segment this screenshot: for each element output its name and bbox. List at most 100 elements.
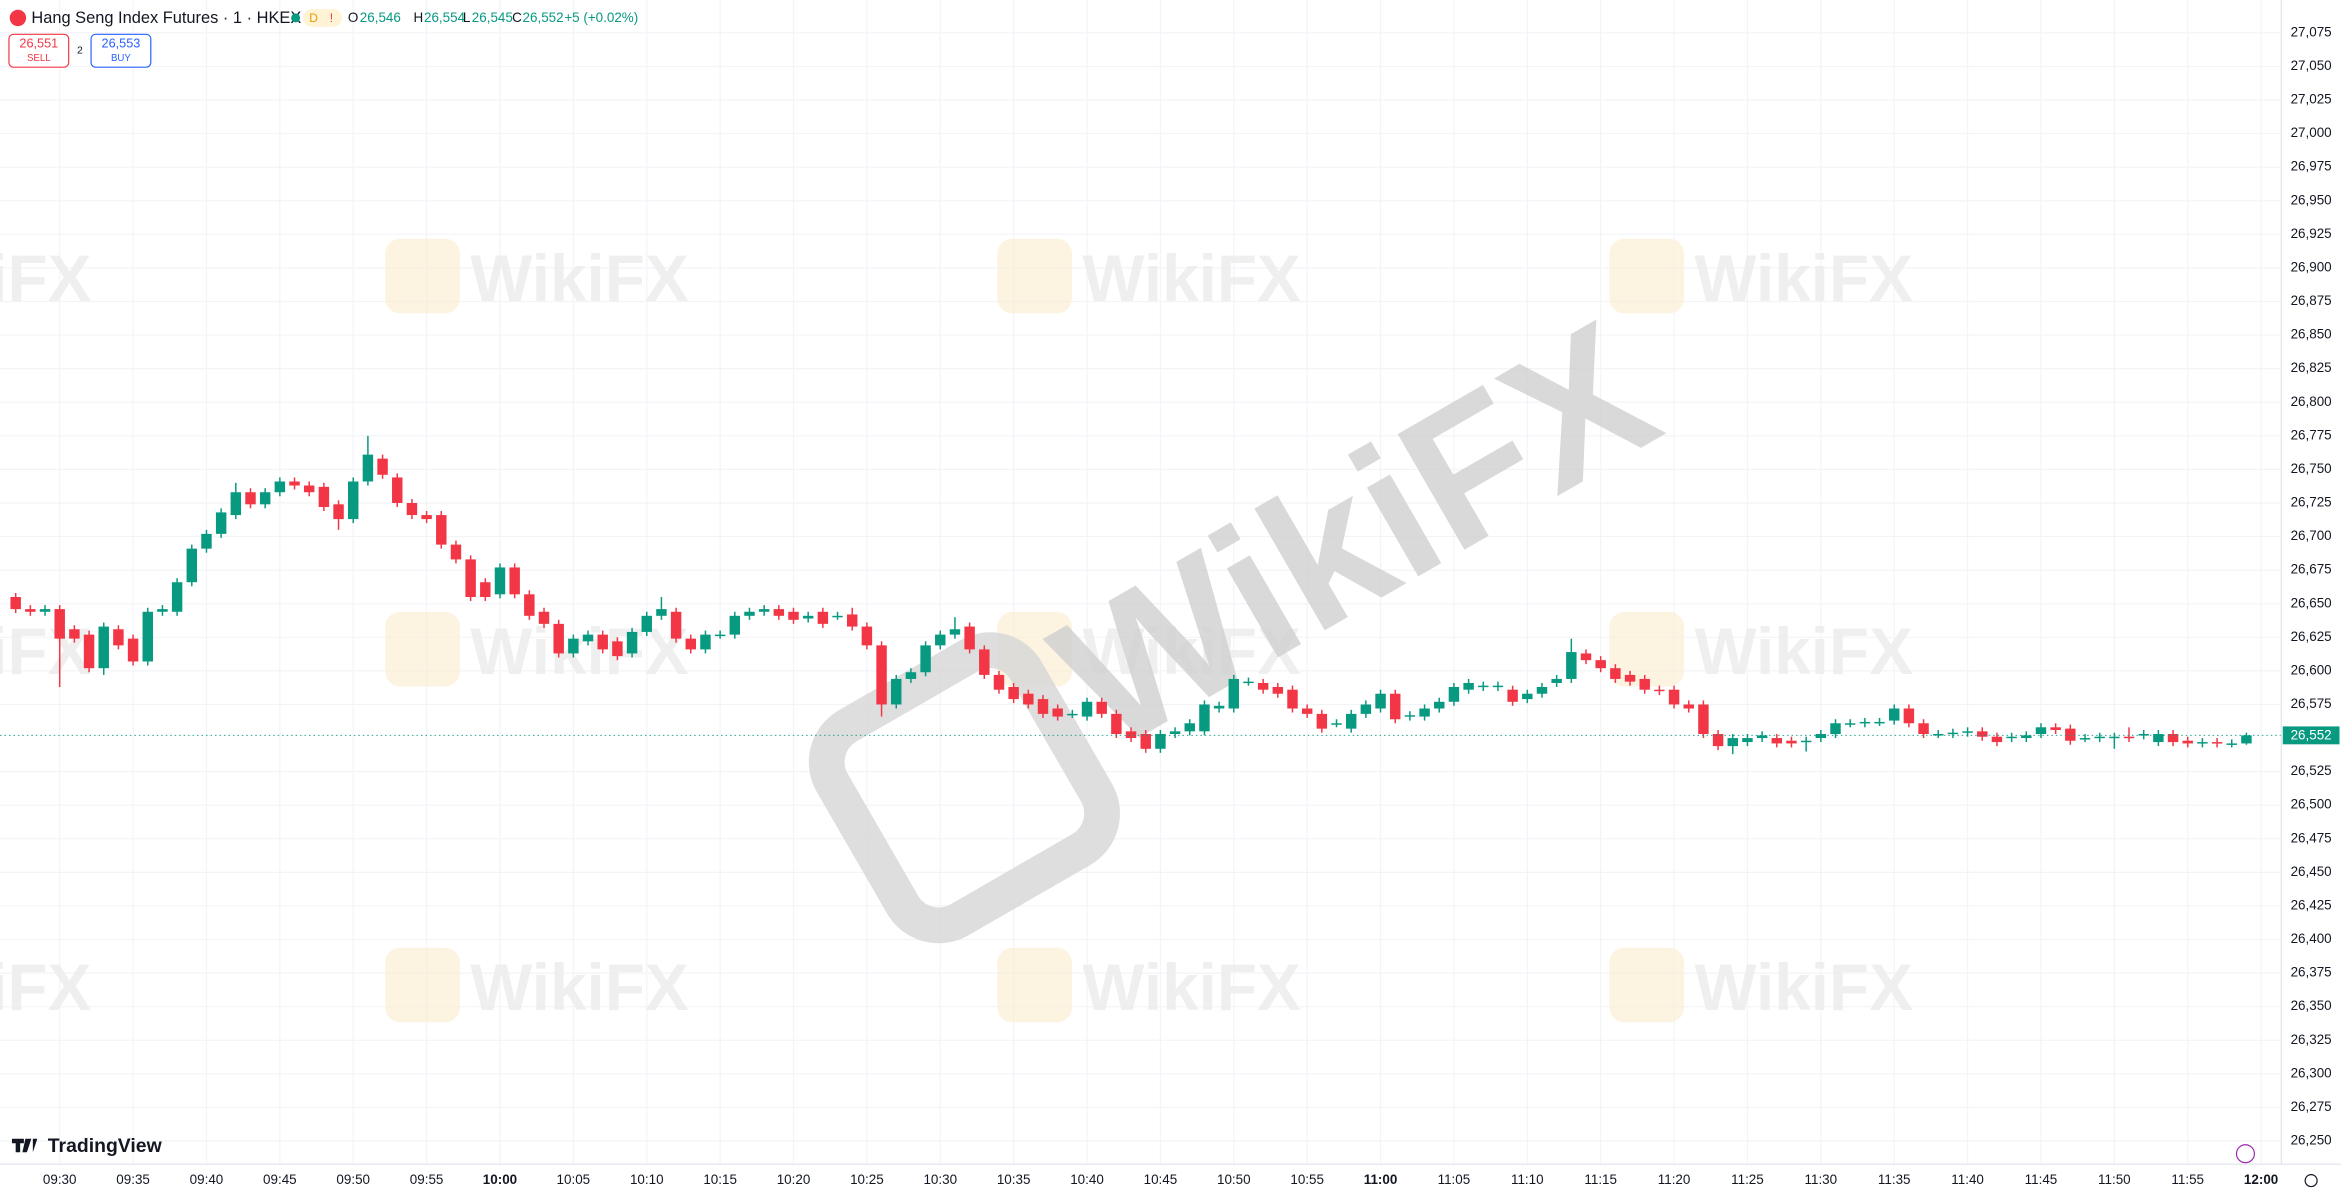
- candle-body: [597, 634, 608, 650]
- y-tick-label: 27,025: [2291, 92, 2332, 107]
- candle-body: [10, 597, 21, 610]
- candle-body: [1081, 701, 1093, 717]
- candle-body: [1067, 713, 1078, 716]
- candle-body: [1918, 723, 1929, 735]
- y-tick-label: 26,525: [2291, 763, 2332, 778]
- candle-body: [113, 629, 124, 646]
- badge: D: [309, 11, 318, 25]
- candle-body: [347, 481, 359, 520]
- candle-body: [1037, 699, 1049, 714]
- watermark-icon: [385, 947, 460, 1023]
- watermark-icon: [1609, 238, 1685, 314]
- watermark: WikiFX: [0, 951, 92, 1024]
- candle-body: [25, 609, 36, 612]
- x-tick-label: 11:25: [1731, 1172, 1764, 1187]
- candle-body: [1639, 678, 1650, 690]
- y-tick-label: 26,350: [2291, 998, 2332, 1013]
- x-tick-label: 11:10: [1511, 1172, 1544, 1187]
- x-tick-label: 10:20: [777, 1172, 811, 1187]
- x-tick-label: 11:40: [1951, 1172, 1984, 1187]
- candle-body: [69, 629, 80, 639]
- candle-body: [788, 611, 799, 620]
- buy-button[interactable]: [90, 33, 152, 68]
- candle-body: [1008, 687, 1019, 700]
- candle-body: [2079, 738, 2091, 740]
- x-tick-label: 10:30: [923, 1172, 957, 1187]
- candle-body: [979, 649, 990, 675]
- candle-body: [1522, 693, 1533, 700]
- y-tick-label: 26,375: [2291, 965, 2332, 980]
- candle-body: [744, 611, 755, 616]
- change: +5 (+0.02%): [564, 10, 638, 25]
- y-tick-label: 26,300: [2291, 1065, 2332, 1080]
- candle-body: [245, 492, 256, 505]
- y-tick-label: 26,450: [2291, 864, 2332, 879]
- candle-body: [480, 582, 491, 598]
- candle-body: [891, 678, 902, 705]
- y-tick-label: 26,275: [2291, 1099, 2332, 1114]
- candle-body: [1624, 674, 1636, 682]
- ohlc-value: 26,546: [360, 10, 401, 25]
- candle-body: [1345, 713, 1357, 729]
- candle-body: [1800, 740, 1812, 743]
- settings-icon[interactable]: [2304, 1174, 2318, 1188]
- candle-body: [1668, 689, 1680, 705]
- candle-body: [230, 492, 242, 516]
- candle-body: [1859, 721, 1871, 724]
- candle-body: [494, 567, 506, 595]
- x-tick-label: 10:00: [483, 1172, 517, 1187]
- candle-body: [1771, 738, 1783, 744]
- candle-body: [1478, 685, 1489, 688]
- candle-body: [1933, 734, 1944, 736]
- lightning-icon[interactable]: [2235, 1144, 2256, 1164]
- candle-body: [538, 611, 550, 624]
- x-tick-label: 11:00: [1364, 1172, 1398, 1187]
- buy-label: BUY: [111, 53, 131, 64]
- candle-body: [1654, 689, 1665, 692]
- candle-body: [1742, 738, 1753, 743]
- x-tick-label: 10:40: [1070, 1172, 1104, 1187]
- candle-body: [362, 454, 374, 482]
- candle-body: [2094, 736, 2105, 739]
- x-tick-label: 09:45: [263, 1172, 297, 1187]
- candle-body: [1404, 715, 1416, 717]
- candle-body: [846, 614, 858, 627]
- candle-body: [1727, 738, 1738, 747]
- sell-button[interactable]: [8, 33, 70, 68]
- candle-body: [1316, 713, 1328, 729]
- candle-body: [127, 638, 139, 662]
- candle-body: [1096, 701, 1107, 714]
- y-tick-label: 26,825: [2291, 360, 2332, 375]
- status-dot: [291, 13, 301, 23]
- candle-body: [553, 623, 564, 654]
- grid: [0, 0, 2282, 1165]
- candle-body: [2138, 734, 2149, 736]
- candle-body: [1389, 693, 1401, 720]
- candle-body: [920, 645, 931, 673]
- candle-body: [303, 485, 315, 493]
- candle-body: [157, 609, 168, 612]
- brand[interactable]: TradingView: [48, 1135, 163, 1157]
- brand-logo: [11, 1138, 38, 1153]
- candle-body: [274, 481, 286, 493]
- candle-body: [1287, 689, 1298, 709]
- candle-body: [2167, 734, 2179, 743]
- watermark: WikiFX: [470, 615, 689, 688]
- symbol-title: Hang Seng Index Futures · 1 · HKEX: [31, 9, 301, 27]
- candle-body: [1756, 735, 1768, 739]
- axes: 26,250 26,275 26,300 26,325 26,350 26,375 26,4…: [43, 24, 2340, 1187]
- candle-body: [1272, 687, 1284, 694]
- x-tick-label: 11:20: [1658, 1172, 1691, 1187]
- x-tick-label: 10:45: [1144, 1172, 1178, 1187]
- candle-body: [2241, 735, 2252, 744]
- candle-body: [802, 615, 814, 619]
- x-tick-label: 10:35: [997, 1172, 1031, 1187]
- candle-body: [1169, 731, 1181, 735]
- y-tick-label: 26,600: [2291, 662, 2332, 677]
- candle-body: [1023, 693, 1034, 705]
- y-tick-label: 26,975: [2291, 159, 2332, 174]
- badge-bg: [303, 8, 342, 27]
- candle-body: [2182, 740, 2193, 744]
- candle-body: [2153, 734, 2164, 743]
